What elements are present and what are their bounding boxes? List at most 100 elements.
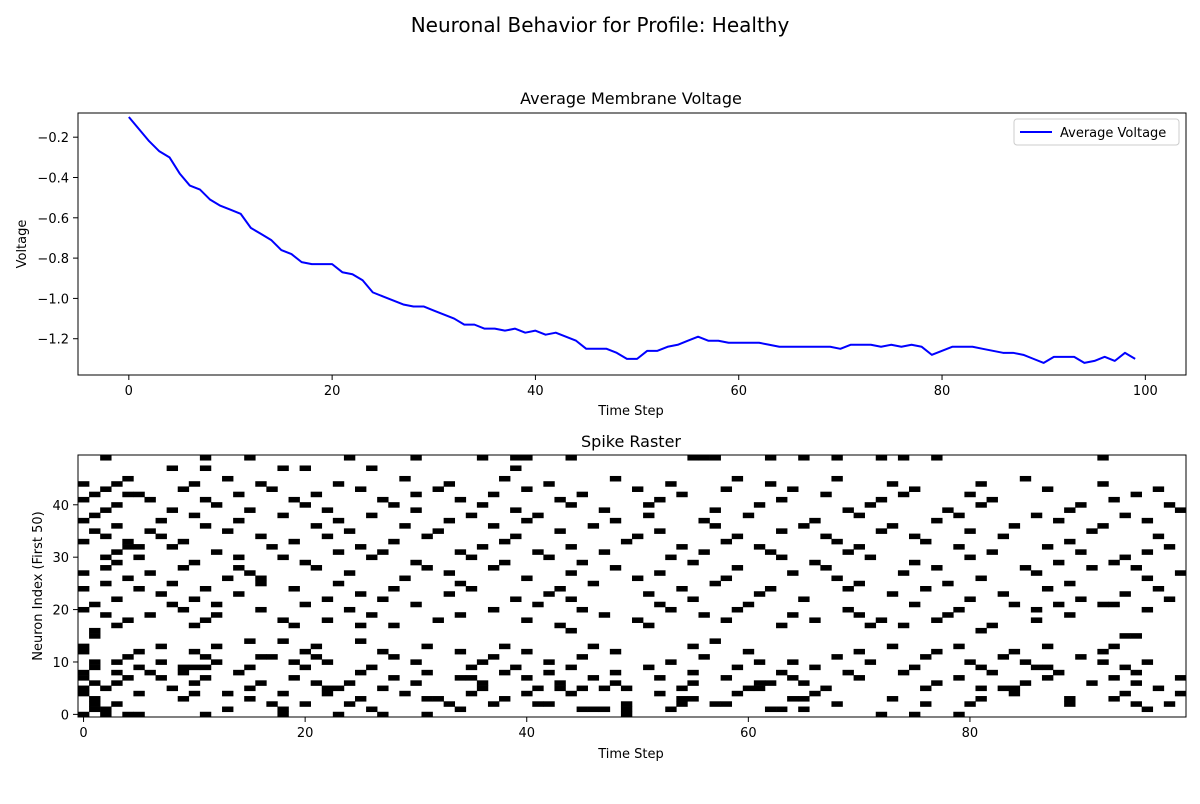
spike-cell xyxy=(377,496,389,503)
spike-cell xyxy=(1064,507,1076,513)
spike-cell xyxy=(288,496,300,503)
spike-cell xyxy=(1108,601,1120,608)
spike-cell xyxy=(1130,701,1142,707)
spike-cell xyxy=(111,596,123,603)
spike-cell xyxy=(100,554,112,561)
spike-cell xyxy=(299,559,311,566)
spike-cell xyxy=(1053,559,1065,566)
spike-cell xyxy=(100,685,112,692)
spike-cell xyxy=(210,659,223,665)
spike-cell xyxy=(78,496,90,503)
spike-cell xyxy=(454,648,467,655)
spike-cell xyxy=(454,496,467,503)
voltage-xtick-label: 80 xyxy=(934,384,951,399)
spike-cell xyxy=(620,711,633,718)
spike-cell xyxy=(310,565,323,571)
spike-cell xyxy=(920,654,932,660)
spike-cell xyxy=(975,481,987,487)
spike-cell xyxy=(842,669,854,676)
spike-cell xyxy=(687,559,699,566)
spike-cell xyxy=(731,475,744,482)
spike-cell xyxy=(986,622,998,629)
spike-cell xyxy=(997,533,1010,540)
spike-cell xyxy=(133,648,145,655)
spike-cell xyxy=(764,481,777,487)
spike-cell xyxy=(920,701,932,707)
spike-cell xyxy=(521,575,533,582)
spike-cell xyxy=(122,491,134,498)
spike-cell xyxy=(244,455,256,461)
spike-cell xyxy=(1108,559,1120,566)
spike-cell xyxy=(609,648,622,655)
spike-cell xyxy=(1008,523,1021,529)
spike-cell xyxy=(609,475,622,482)
spike-cell xyxy=(875,528,888,534)
spike-cell xyxy=(953,512,965,519)
spike-cell xyxy=(886,696,899,702)
spike-cell xyxy=(1141,575,1154,582)
spike-cell xyxy=(1075,549,1087,555)
spike-cell xyxy=(443,701,456,707)
spike-cell xyxy=(343,701,356,707)
spike-cell xyxy=(654,601,666,608)
spike-cell xyxy=(554,586,566,592)
spike-cell xyxy=(476,502,489,508)
spike-cell xyxy=(1130,565,1142,571)
spike-cell xyxy=(620,685,633,692)
spike-cell xyxy=(875,455,888,461)
voltage-ytick-label: −0.8 xyxy=(37,252,69,267)
spike-cell xyxy=(277,638,289,644)
spike-cell xyxy=(1097,455,1109,461)
spike-cell xyxy=(89,664,101,671)
spike-cell xyxy=(909,601,921,608)
spike-cell xyxy=(787,675,799,681)
spike-cell xyxy=(188,559,201,566)
spike-cell xyxy=(1030,606,1043,613)
spike-cell xyxy=(1008,685,1021,692)
spike-cell xyxy=(920,685,932,692)
spike-cell xyxy=(709,507,721,513)
spike-cell xyxy=(753,502,766,508)
spike-cell xyxy=(931,617,943,623)
spike-cell xyxy=(820,565,832,571)
voltage-xtick-label: 0 xyxy=(125,384,133,399)
spike-cell xyxy=(133,690,145,697)
spike-cell xyxy=(321,659,334,665)
spike-cell xyxy=(188,648,201,655)
spike-cell xyxy=(233,591,245,597)
spike-cell xyxy=(643,512,655,519)
spike-cell xyxy=(842,549,854,555)
spike-cell xyxy=(310,680,323,686)
spike-cell xyxy=(753,591,766,597)
spike-cell xyxy=(820,685,832,692)
spike-cell xyxy=(299,601,311,608)
spike-cell xyxy=(576,706,588,713)
spike-cell xyxy=(1130,680,1142,686)
voltage-xtick-label: 20 xyxy=(324,384,341,399)
spike-cell xyxy=(277,465,289,472)
spike-cell xyxy=(454,612,467,618)
spike-cell xyxy=(199,675,212,681)
spike-cell xyxy=(399,690,411,697)
spike-cell xyxy=(1041,664,1054,671)
spike-cell xyxy=(654,528,666,534)
spike-cell xyxy=(210,612,223,618)
spike-cell xyxy=(632,486,644,492)
spike-cell xyxy=(155,675,167,681)
spike-cell xyxy=(1130,633,1142,639)
spike-cell xyxy=(620,706,633,713)
spike-cell xyxy=(222,528,234,534)
spike-cell xyxy=(1075,596,1087,603)
spike-cell xyxy=(510,533,522,540)
spike-cell xyxy=(953,606,965,613)
spike-cell xyxy=(454,549,467,555)
spike-cell xyxy=(897,669,910,676)
spike-cell xyxy=(366,512,378,519)
spike-cell xyxy=(122,544,134,550)
spike-cell xyxy=(244,685,256,692)
spike-cell xyxy=(532,512,544,519)
spike-cell xyxy=(100,706,112,713)
spike-cell xyxy=(521,690,533,697)
spike-cell xyxy=(388,502,400,508)
